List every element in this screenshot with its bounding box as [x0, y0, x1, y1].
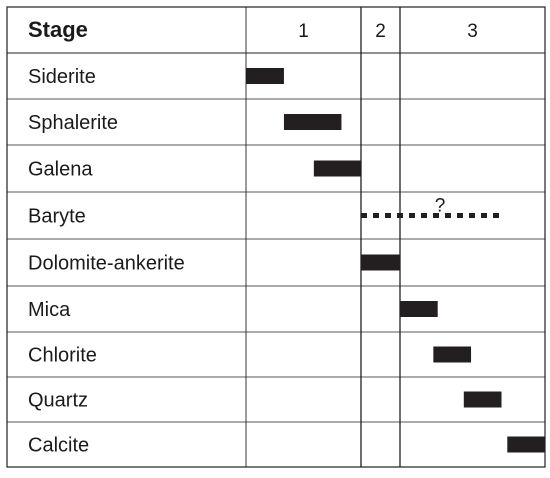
- uncertain-marker: ?: [435, 196, 446, 217]
- mineral-label: Galena: [28, 159, 93, 181]
- mineral-label: Chlorite: [28, 345, 97, 367]
- range-bar: [361, 254, 400, 271]
- stage-header-3: 3: [467, 21, 478, 42]
- mineral-label: Quartz: [28, 390, 88, 412]
- stage-header-2: 2: [375, 21, 386, 42]
- mineral-label: Mica: [28, 299, 71, 321]
- range-bar: [463, 391, 502, 408]
- stage-header-1: 1: [298, 21, 309, 42]
- table-border: [6, 6, 546, 468]
- range-bar: [400, 301, 438, 317]
- mineral-label: Siderite: [28, 66, 96, 88]
- range-bar: [246, 68, 284, 84]
- range-bar: [433, 346, 472, 363]
- range-bar: [313, 160, 361, 177]
- mineral-label: Sphalerite: [28, 112, 118, 134]
- header-stage-label: Stage: [28, 17, 88, 42]
- range-bar: [507, 436, 545, 453]
- range-bar: [283, 114, 342, 130]
- mineral-label: Calcite: [28, 435, 89, 457]
- mineral-label: Baryte: [28, 206, 86, 228]
- mineral-label: Dolomite-ankerite: [28, 253, 185, 275]
